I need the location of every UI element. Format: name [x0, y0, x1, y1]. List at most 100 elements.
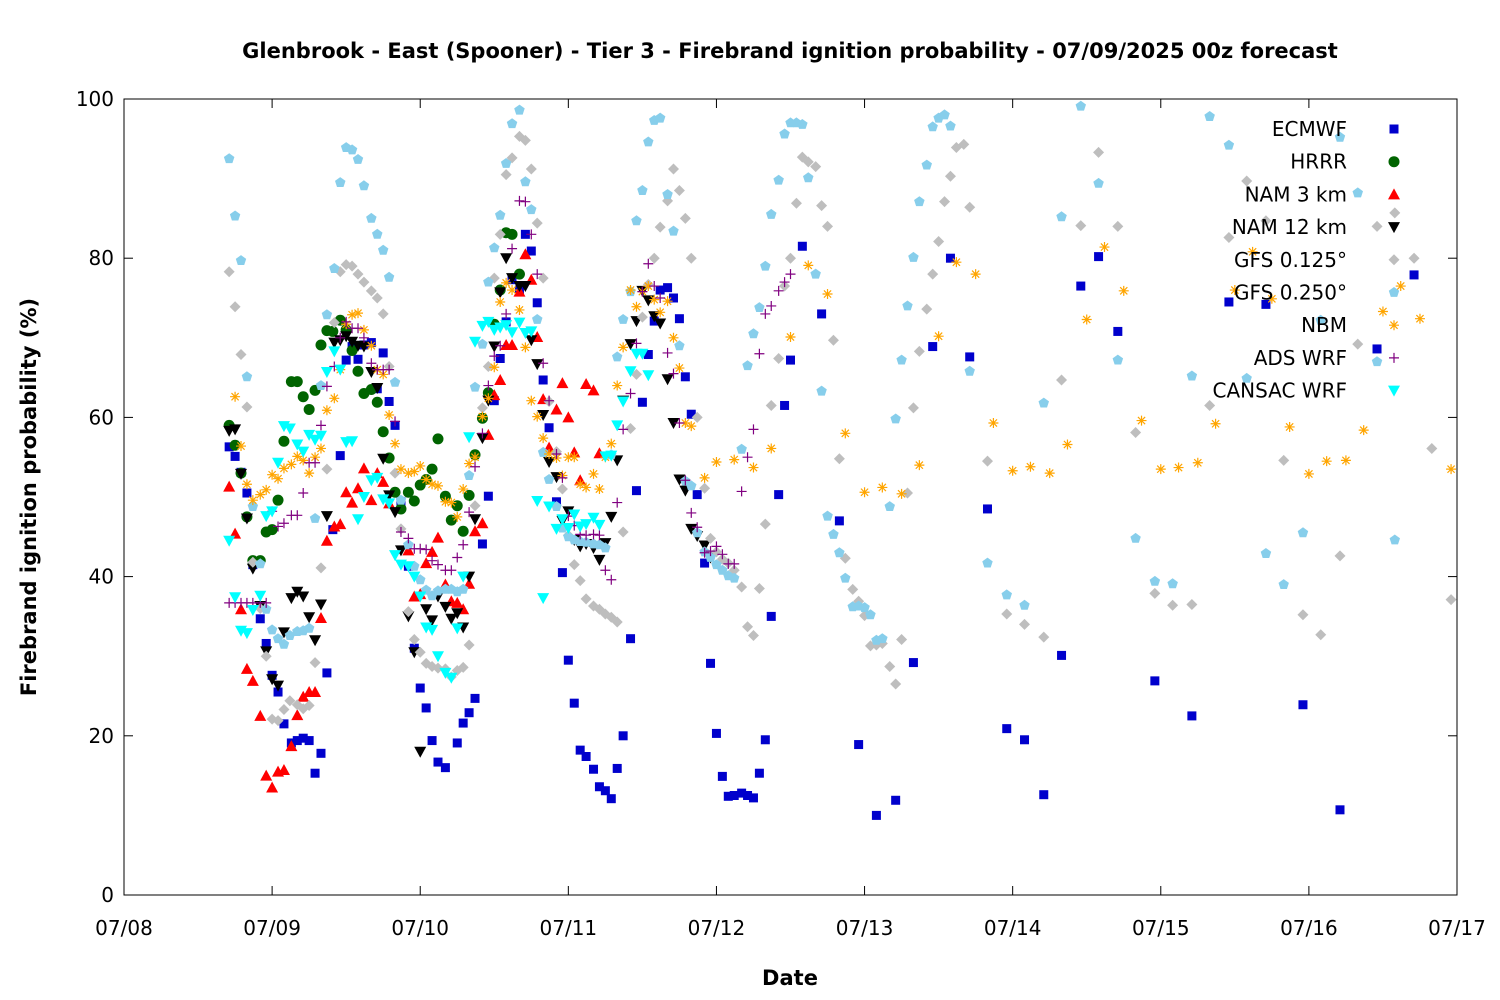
data-point-hrrr [303, 403, 315, 415]
data-point-cansac-wrf [314, 430, 327, 442]
data-point-nbm [267, 469, 278, 480]
data-point-cansac-wrf [587, 512, 600, 524]
data-point-ecmwf [982, 504, 992, 514]
data-point-nbm [292, 451, 303, 462]
data-point-ecmwf [532, 298, 542, 308]
data-point-nam-12-km [314, 599, 327, 611]
data-point-ecmwf [310, 768, 320, 778]
data-point-ecmwf [495, 353, 505, 363]
data-point-nbm [432, 480, 443, 491]
data-point-cansac-wrf [402, 561, 415, 573]
data-point-ads-wrf [321, 381, 332, 392]
data-point-gfs-0-125 [1389, 207, 1401, 219]
data-point-nam-3-km [260, 769, 273, 781]
data-point-gfs-0-125 [611, 616, 623, 628]
data-point-cansac-wrf [431, 651, 444, 663]
data-point-nbm [321, 405, 332, 416]
data-point-ecmwf [1076, 281, 1086, 291]
data-point-ads-wrf [261, 597, 272, 608]
data-point-gfs-0-250 [668, 225, 679, 236]
data-point-nbm [1377, 306, 1388, 317]
data-point-gfs-0-250 [612, 351, 623, 362]
data-point-nam-3-km [240, 662, 253, 674]
data-point-nam-12-km [357, 341, 370, 353]
data-point-ecmwf [489, 396, 499, 406]
data-point-gfs-0-125 [272, 715, 284, 727]
data-point-gfs-0-125 [944, 170, 956, 182]
data-point-nam-12-km [309, 635, 322, 647]
data-point-gfs-0-250 [241, 371, 253, 382]
data-point-gfs-0-125 [247, 556, 259, 568]
data-point-nam-12-km [272, 680, 285, 692]
data-point-nam-3-km [309, 686, 322, 698]
data-point-ads-wrf [452, 552, 463, 563]
legend-marker-ads-wrf [1389, 352, 1399, 363]
data-point-gfs-0-250 [686, 480, 697, 491]
data-point-nam-12-km [698, 540, 711, 552]
data-point-hrrr [291, 376, 303, 388]
x-tick-label: 07/09 [243, 916, 301, 940]
data-point-nam-12-km [320, 511, 333, 523]
data-point-ads-wrf [341, 316, 352, 327]
data-point-ecmwf [729, 791, 739, 800]
data-point-nbm [446, 497, 457, 508]
data-point-nbm [1284, 421, 1295, 432]
data-point-gfs-0-125 [574, 575, 586, 587]
data-point-nam-3-km [266, 781, 279, 793]
data-point-cansac-wrf [229, 592, 242, 604]
data-point-nbm [452, 511, 463, 522]
y-tick-label: 40 [89, 565, 114, 589]
data-point-gfs-0-250 [600, 542, 611, 553]
data-point-gfs-0-250 [489, 242, 500, 253]
data-point-gfs-0-250 [1186, 370, 1198, 381]
data-point-gfs-0-125 [736, 581, 748, 593]
data-point-gfs-0-250 [383, 271, 395, 282]
data-point-ecmwf [631, 486, 641, 496]
data-point-ecmwf [686, 409, 696, 419]
data-point-gfs-0-125 [1038, 631, 1050, 643]
data-point-gfs-0-250 [506, 118, 518, 129]
data-point-ecmwf [780, 400, 790, 410]
data-point-nbm [766, 443, 777, 454]
data-point-gfs-0-125 [679, 212, 691, 224]
data-point-ecmwf [928, 342, 938, 352]
data-point-nam-3-km [469, 525, 482, 537]
data-point-gfs-0-250 [329, 263, 340, 273]
data-point-ecmwf [643, 350, 653, 360]
data-point-gfs-0-125 [981, 455, 993, 467]
data-point-gfs-0-125 [902, 487, 914, 499]
data-point-gfs-0-250 [358, 180, 370, 191]
data-point-cansac-wrf [334, 364, 347, 376]
data-point-ecmwf [706, 658, 716, 668]
data-point-nbm [988, 417, 999, 428]
data-point-ads-wrf [315, 420, 326, 431]
data-point-ecmwf [569, 698, 579, 708]
data-point-gfs-0-250 [229, 210, 241, 221]
data-point-nbm [606, 438, 617, 449]
data-point-gfs-0-125 [1297, 609, 1309, 621]
data-point-gfs-0-250 [335, 177, 346, 187]
data-point-nam-12-km [550, 472, 563, 484]
data-point-nam-3-km [254, 709, 267, 721]
data-point-gfs-0-125 [432, 662, 444, 674]
data-point-nam-3-km [431, 531, 444, 543]
data-point-cansac-wrf [383, 498, 396, 510]
data-point-cansac-wrf [562, 523, 575, 535]
data-point-ads-wrf [643, 258, 654, 269]
data-point-ads-wrf [674, 417, 685, 428]
data-point-gfs-0-125 [556, 483, 568, 495]
data-point-gfs-0-250 [469, 381, 481, 392]
data-point-gfs-0-250 [303, 622, 315, 633]
data-point-nam-3-km [580, 377, 593, 389]
data-point-nbm [569, 452, 580, 463]
data-point-cansac-wrf [303, 429, 316, 441]
data-point-cansac-wrf [611, 420, 624, 432]
x-tick-label: 07/11 [540, 916, 598, 940]
data-point-gfs-0-250 [711, 559, 722, 570]
data-point-gfs-0-125 [913, 345, 925, 357]
data-point-hrrr [408, 495, 420, 507]
data-point-cansac-wrf [426, 624, 439, 636]
data-point-cansac-wrf [605, 450, 618, 462]
y-tick-label: 100 [76, 87, 114, 111]
data-point-gfs-0-250 [884, 501, 895, 511]
